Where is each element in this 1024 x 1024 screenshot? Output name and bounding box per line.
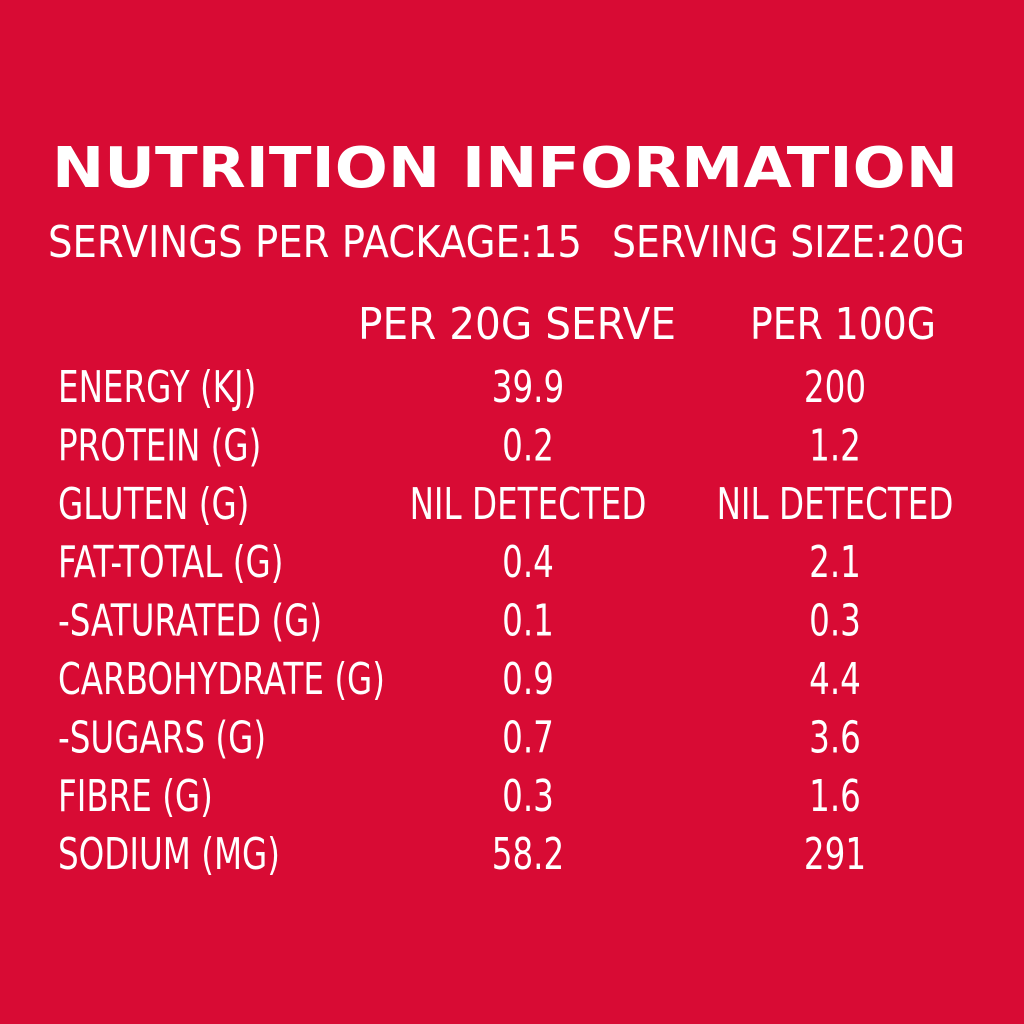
column-header: PER 20G SERVE [358,299,676,350]
cell-value: 0.3 [502,771,554,822]
cell-value: NIL DETECTED [410,479,647,530]
cell-value: 4.4 [809,654,861,705]
cell-value: 0.2 [502,420,554,471]
cell-value: 2.1 [809,537,861,588]
row-label: -SATURATED (G) [58,596,322,647]
row-label: FIBRE (G) [58,771,213,822]
cell-value: 0.1 [502,596,554,647]
cell-value: 0.4 [502,537,554,588]
cell-value: 3.6 [809,712,861,763]
cell-value: 1.2 [809,420,861,471]
row-label: SODIUM (MG) [58,829,280,880]
cell-value: 39.9 [492,362,564,413]
row-label: FAT-TOTAL (G) [58,537,283,588]
cell-value: NIL DETECTED [717,479,954,530]
servings: SERVINGS PER PACKAGE:15 [48,217,582,268]
title: NUTRITION INFORMATION [52,136,958,201]
cell-value: 0.9 [502,654,554,705]
cell-value: 0.7 [502,712,554,763]
serving-size: SERVING SIZE:20G [612,217,965,268]
cell-value: 1.6 [809,771,861,822]
row-label: PROTEIN (G) [58,420,261,471]
cell-value: 58.2 [492,829,564,880]
row-label: ENERGY (KJ) [58,362,256,413]
cell-value: 200 [804,362,866,413]
cell-value: 0.3 [809,596,861,647]
row-label: CARBOHYDRATE (G) [58,654,385,705]
cell-value: 291 [804,829,866,880]
row-label: GLUTEN (G) [58,479,249,530]
row-label: -SUGARS (G) [58,712,266,763]
column-header: PER 100G [750,299,936,350]
